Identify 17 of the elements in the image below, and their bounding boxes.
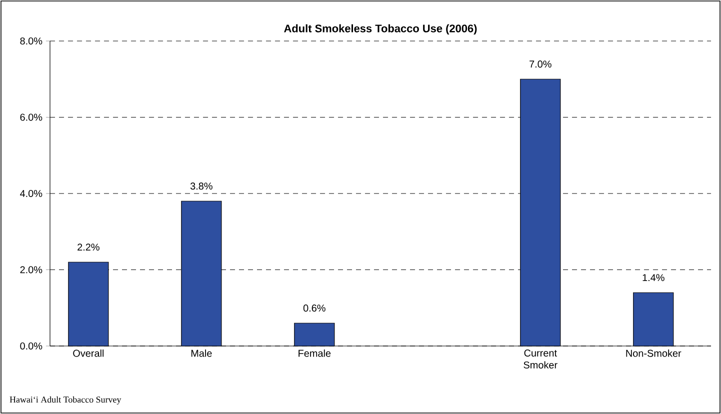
y-tick-label: 4.0% — [20, 190, 42, 198]
text: Hawai‘i Adult Tobacco Survey — [10, 396, 122, 404]
x-tick-label: Male — [191, 350, 212, 357]
y-tick-label: 2.0% — [20, 266, 42, 274]
x-tick-label: Non-Smoker — [626, 350, 682, 357]
data-label: 1.4% — [642, 274, 664, 282]
x-tick-label: Overall — [73, 350, 104, 357]
data-label: 3.8% — [190, 182, 212, 190]
y-tick-label: 8.0% — [20, 37, 42, 45]
x-tick-label: Female — [298, 350, 331, 357]
data-label: 0.6% — [303, 304, 326, 312]
data-label: 2.2% — [78, 244, 100, 251]
x-tick-label: Current Smoker — [524, 350, 558, 369]
data-label: 7.0% — [530, 60, 552, 68]
chart-title: Adult Smokeless Tobacco Use (2006) — [284, 24, 477, 34]
y-tick-label: 6.0% — [20, 114, 42, 121]
y-tick-label: 0.0% — [20, 342, 42, 350]
